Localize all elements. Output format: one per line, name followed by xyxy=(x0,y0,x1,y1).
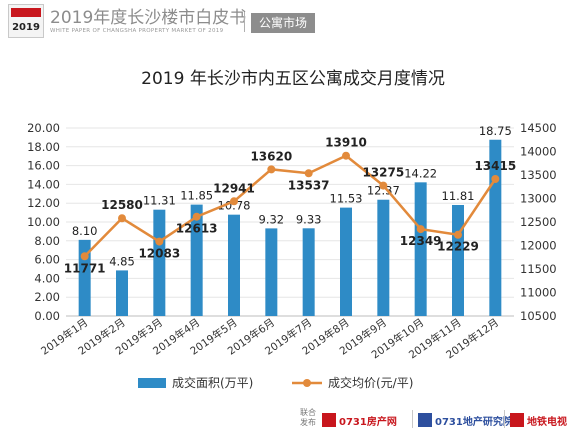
y-left-tick-label: 14.00 xyxy=(27,177,60,191)
bar-value-label: 18.75 xyxy=(479,124,512,138)
footer-divider xyxy=(412,410,413,428)
section-tag: 公寓市场 xyxy=(251,13,315,33)
price-point xyxy=(342,151,350,160)
report-title: 2019年度长沙楼市白皮书 xyxy=(50,8,247,28)
footer-logo-0731fdc: 0731房产网 xyxy=(322,410,397,430)
legend-bar-label: 成交面积(万平) xyxy=(172,375,253,390)
price-value-label: 12083 xyxy=(138,247,180,261)
bar-value-label: 11.85 xyxy=(180,189,213,203)
price-value-label: 13537 xyxy=(288,178,330,192)
price-point xyxy=(454,230,462,239)
legend-bar-swatch xyxy=(138,378,166,388)
price-point xyxy=(416,225,425,234)
bar-value-label: 9.32 xyxy=(259,212,285,226)
report-header: 2019 2019年度长沙楼市白皮书 WHITE PAPER OF CHANGS… xyxy=(0,0,586,44)
bar-value-label: 9.33 xyxy=(296,212,322,226)
logo-mark-icon xyxy=(322,413,336,427)
bar xyxy=(302,228,315,316)
price-point xyxy=(192,212,201,221)
header-divider xyxy=(244,12,245,32)
legend-line-label: 成交均价(元/平) xyxy=(328,375,413,390)
price-value-label: 12580 xyxy=(101,198,143,212)
legend-line-marker xyxy=(303,379,311,387)
price-point xyxy=(304,169,313,178)
footer-logo-text: 0731房产网 xyxy=(339,416,397,428)
y-right-tick-label: 12500 xyxy=(520,215,557,229)
footer-logo-metro: 地铁电视 xyxy=(510,410,567,430)
logo-mark-icon xyxy=(510,413,524,427)
y-left-tick-label: 6.00 xyxy=(34,253,60,267)
y-left-tick-label: 4.00 xyxy=(34,271,60,285)
bar-value-label: 8.10 xyxy=(72,224,98,238)
bar xyxy=(414,182,427,316)
y-left-tick-label: 2.00 xyxy=(34,290,60,304)
y-left-tick-label: 8.00 xyxy=(34,234,60,248)
price-point xyxy=(118,214,126,223)
price-value-label: 12613 xyxy=(176,222,218,236)
price-value-label: 13415 xyxy=(474,159,516,173)
price-point xyxy=(491,174,500,183)
bar xyxy=(190,204,203,316)
y-left-tick-label: 16.00 xyxy=(27,159,60,173)
bar-value-label: 4.85 xyxy=(109,254,135,268)
footer-logo-text: 地铁电视 xyxy=(527,416,567,428)
footer-logo-research: 0731地产研究院 xyxy=(418,410,513,430)
footer-logo-text: 0731地产研究院 xyxy=(435,416,513,428)
price-value-label: 12229 xyxy=(437,240,479,254)
price-value-label: 12349 xyxy=(400,234,442,248)
bar xyxy=(116,270,128,316)
y-left-tick-label: 0.00 xyxy=(34,309,60,323)
price-point xyxy=(379,181,388,190)
price-point xyxy=(267,165,276,174)
price-value-label: 13620 xyxy=(250,149,292,163)
footer-divider xyxy=(504,410,505,428)
price-value-label: 12941 xyxy=(213,181,255,195)
y-right-tick-label: 13500 xyxy=(520,168,557,182)
price-value-label: 13275 xyxy=(362,166,404,180)
price-point xyxy=(230,197,238,206)
y-right-tick-label: 13000 xyxy=(520,192,557,206)
bar xyxy=(153,209,166,316)
bar-value-label: 11.31 xyxy=(143,194,176,208)
y-left-tick-label: 10.00 xyxy=(27,215,60,229)
footer-label: 联合发布 xyxy=(300,408,316,427)
bar-value-label: 11.81 xyxy=(442,189,475,203)
report-subtitle: WHITE PAPER OF CHANGSHA PROPERTY MARKET … xyxy=(50,28,224,34)
y-right-tick-label: 14000 xyxy=(520,145,557,159)
y-left-tick-label: 20.00 xyxy=(27,121,60,135)
bar-value-label: 10.78 xyxy=(218,199,251,213)
y-right-tick-label: 14500 xyxy=(520,121,557,135)
bar xyxy=(377,199,390,316)
price-line xyxy=(83,154,497,258)
bar xyxy=(228,214,240,316)
combo-chart: 0.00 2.00 4.00 6.00 8.00 10.00 12.00 14.00 16.00… xyxy=(27,121,557,390)
y-right-tick-label: 11500 xyxy=(520,262,557,276)
price-point xyxy=(80,252,89,261)
logo-mark-icon xyxy=(418,413,432,427)
bar xyxy=(340,207,352,316)
price-value-label: 11771 xyxy=(64,261,106,275)
y-left-tick-label: 12.00 xyxy=(27,196,60,210)
bar xyxy=(265,228,278,316)
price-value-label: 13910 xyxy=(325,136,367,150)
chart-title: 2019 年长沙市内五区公寓成交月度情况 xyxy=(141,69,445,89)
y-left-tick-label: 18.00 xyxy=(27,140,60,154)
brand-logo: 2019 xyxy=(8,4,44,38)
brand-year: 2019 xyxy=(12,22,40,33)
y-right-tick-label: 12000 xyxy=(520,239,557,253)
y-right-tick-label: 10500 xyxy=(520,309,557,323)
y-right-tick-label: 11000 xyxy=(520,286,557,300)
bar-value-label: 14.22 xyxy=(404,166,437,180)
bar-value-label: 11.53 xyxy=(330,192,363,206)
price-point xyxy=(155,237,164,246)
bar xyxy=(452,204,464,316)
